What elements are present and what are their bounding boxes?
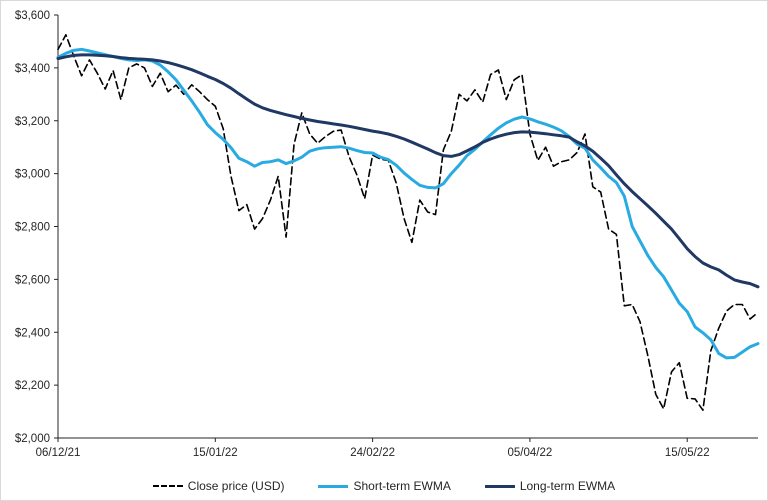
x-tick-label: 15/01/22 <box>193 447 238 459</box>
y-tick-label: $2,600 <box>15 274 50 286</box>
legend-item-short-ewma[interactable]: Short-term EWMA <box>318 479 451 493</box>
x-tick-label: 05/04/22 <box>508 447 553 459</box>
y-tick-label: $2,800 <box>15 222 50 234</box>
x-tick-label: 15/05/22 <box>665 447 710 459</box>
legend-label-close: Close price (USD) <box>187 479 285 493</box>
close-price-series-line <box>57 33 759 412</box>
legend-item-long-ewma[interactable]: Long-term EWMA <box>484 479 616 493</box>
y-tick-label: $3,600 <box>15 10 50 22</box>
chart-legend: Close price (USD) Short-term EWMA Long-t… <box>1 479 767 493</box>
long-ewma-line-swatch-icon <box>484 484 515 488</box>
y-tick-label: $2,400 <box>15 327 50 339</box>
y-tick-label: $3,200 <box>15 116 50 128</box>
close-price-line-swatch-icon <box>152 485 183 487</box>
y-tick-label: $2,000 <box>15 433 50 445</box>
x-tick-label: 24/02/22 <box>350 447 395 459</box>
y-tick-label: $3,000 <box>15 169 50 181</box>
y-tick-label: $3,400 <box>15 63 50 75</box>
short-ewma-series-line <box>56 47 760 360</box>
x-tick-label: 06/12/21 <box>36 447 81 459</box>
short-ewma-line-swatch-icon <box>318 484 349 488</box>
legend-label-short-ewma: Short-term EWMA <box>353 479 451 493</box>
legend-label-long-ewma: Long-term EWMA <box>519 479 616 493</box>
legend-item-close[interactable]: Close price (USD) <box>152 479 285 493</box>
y-tick-label: $2,200 <box>15 380 50 392</box>
long-ewma-series-line <box>56 53 760 289</box>
